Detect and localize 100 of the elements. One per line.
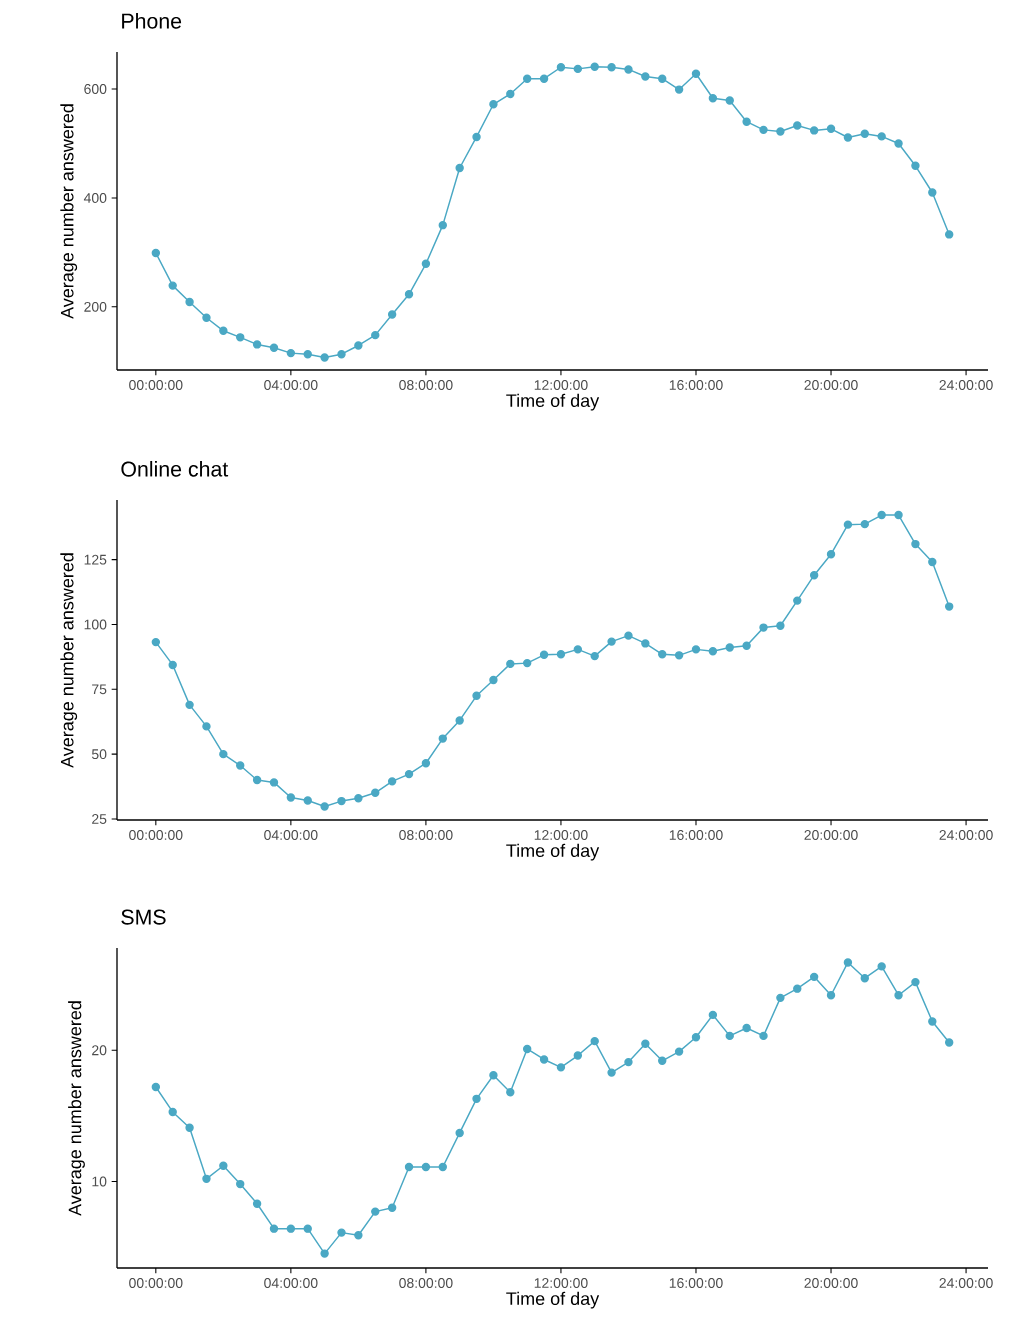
point [776,993,785,1003]
chart-title: Phone [122,12,182,29]
point [911,539,920,549]
y-tick-label: 125 [84,554,107,565]
point [776,621,785,630]
point [438,1162,447,1172]
point [438,220,447,230]
point [404,1162,414,1172]
chart-title: Online chat [121,460,229,477]
point [708,646,718,656]
x-tick-label: 20:00:00 [804,1278,858,1288]
point [522,74,532,83]
point [252,1199,262,1208]
point [489,100,498,109]
point [607,63,616,72]
point [387,310,397,319]
point [337,350,346,359]
point [759,125,768,135]
point [691,69,701,78]
point [877,962,886,971]
point [725,643,734,652]
point [556,63,566,72]
point [843,133,853,142]
point [573,64,583,74]
x-tick-label: 12:00:00 [534,1278,588,1288]
x-tick-label: 16:00:00 [669,830,723,840]
point [826,124,836,133]
point [303,1224,312,1233]
point [674,1047,684,1056]
point [809,126,819,135]
y-axis-title: Average number answered [60,104,78,319]
y-tick-label: 50 [91,749,107,760]
point [371,330,380,340]
point [809,972,819,982]
point [674,651,684,660]
point [151,248,161,258]
point [590,62,599,71]
point [624,1057,633,1067]
point [202,1174,211,1184]
point [539,650,549,660]
y-tick-label: 25 [92,814,107,824]
point [539,74,549,83]
point [641,72,650,81]
point [269,343,279,352]
point [624,65,633,74]
point [252,775,262,785]
point [877,510,886,520]
x-tick-label: 04:00:00 [264,1278,318,1288]
x-tick-label: 00:00:00 [129,1278,183,1288]
point [269,1224,279,1233]
point [236,1179,245,1189]
chart-title: SMS [121,909,166,925]
point [708,1010,718,1020]
point [185,1123,194,1132]
point [691,645,701,654]
x-tick-label: 04:00:00 [264,380,318,390]
point [759,1031,768,1041]
point [944,1038,954,1047]
point [776,127,785,136]
point [438,734,447,743]
point [573,1051,583,1060]
y-tick-label: 10 [92,1176,107,1187]
point [252,340,262,349]
x-tick-label: 00:00:00 [129,830,183,840]
point [658,1056,667,1066]
x-tick-label: 12:00:00 [534,380,588,390]
point [404,769,414,779]
point [421,259,431,269]
point [607,1068,616,1077]
point [911,161,920,171]
point [573,645,583,654]
point [303,796,312,805]
point [421,759,431,768]
x-tick-label: 24:00:00 [939,830,993,840]
point [691,1032,701,1042]
x-tick-label: 00:00:00 [129,380,183,390]
point [168,281,177,290]
point [387,777,397,786]
point [151,1082,161,1092]
point [236,761,245,770]
point [725,1031,734,1041]
point [708,94,718,103]
y-axis-title: Average number answered [60,553,78,768]
point [742,1023,751,1033]
point [928,557,937,567]
point [421,1162,431,1172]
point [354,794,363,803]
point [742,641,751,650]
point [641,639,650,648]
point [658,650,667,659]
x-axis-title: Time of day [506,393,600,411]
point [354,1231,363,1240]
point [286,1224,296,1233]
point [286,793,296,802]
x-axis-title: Time of day [506,1291,600,1309]
point [894,510,903,520]
point [404,290,414,299]
point [860,519,869,529]
x-tick-label: 24:00:00 [939,380,993,390]
point [472,1094,481,1104]
